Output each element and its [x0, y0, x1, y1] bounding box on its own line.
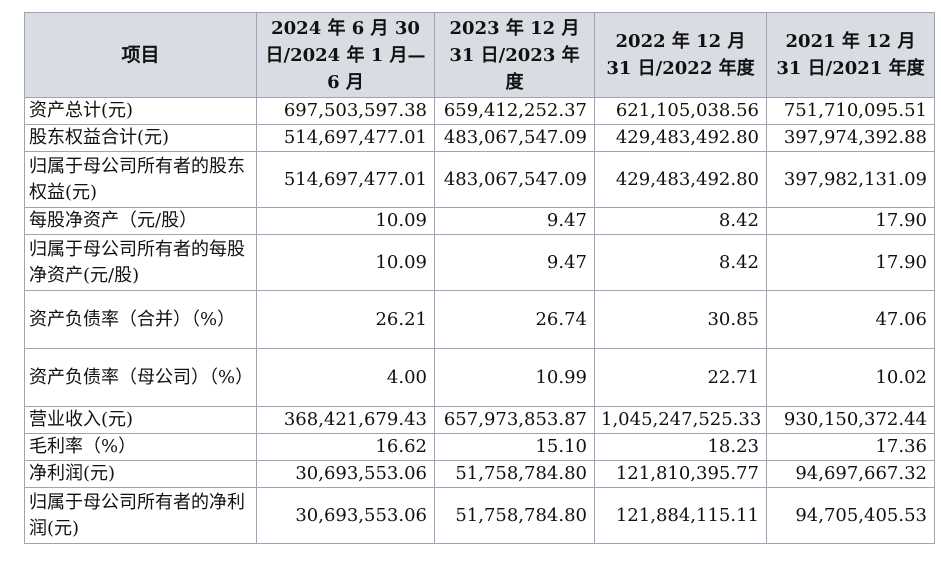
cell-value: 697,503,597.38 [256, 97, 435, 125]
cell-value: 121,884,115.11 [594, 487, 767, 544]
cell-value: 751,710,095.51 [766, 97, 935, 125]
header-2024h1: 2024 年 6 月 30 日/2024 年 1 月—6 月 [256, 12, 435, 98]
cell-value: 429,483,492.80 [594, 124, 767, 152]
table-row: 资产负债率（母公司）（%） 4.00 10.99 22.71 10.02 [24, 348, 935, 407]
table-row: 归属于母公司所有者的净利润(元) 30,693,553.06 51,758,78… [24, 487, 935, 544]
row-label: 净利润(元) [24, 460, 257, 488]
cell-value: 30,693,553.06 [256, 487, 435, 544]
cell-value: 930,150,372.44 [766, 406, 935, 434]
table-row: 股东权益合计(元) 514,697,477.01 483,067,547.09 … [24, 124, 935, 152]
cell-value: 621,105,038.56 [594, 97, 767, 125]
cell-value: 10.99 [434, 348, 595, 407]
cell-value: 10.09 [256, 207, 435, 235]
header-2023: 2023 年 12 月 31 日/2023 年度 [434, 12, 595, 98]
row-label: 营业收入(元) [24, 406, 257, 434]
row-label: 归属于母公司所有者的股东权益(元) [24, 151, 257, 208]
table-row: 资产负债率（合并）（%） 26.21 26.74 30.85 47.06 [24, 290, 935, 349]
cell-value: 659,412,252.37 [434, 97, 595, 125]
cell-value: 94,697,667.32 [766, 460, 935, 488]
financial-data-table: 项目 2024 年 6 月 30 日/2024 年 1 月—6 月 2023 年… [24, 12, 935, 544]
row-label: 资产负债率（母公司）（%） [24, 348, 257, 407]
cell-value: 429,483,492.80 [594, 151, 767, 208]
row-label: 毛利率（%） [24, 433, 257, 461]
header-2021: 2021 年 12 月 31 日/2021 年度 [766, 12, 935, 98]
table-row: 每股净资产（元/股） 10.09 9.47 8.42 17.90 [24, 207, 935, 235]
table-row: 营业收入(元) 368,421,679.43 657,973,853.87 1,… [24, 406, 935, 434]
header-2022: 2022 年 12 月 31 日/2022 年度 [594, 12, 767, 98]
cell-value: 121,810,395.77 [594, 460, 767, 488]
cell-value: 16.62 [256, 433, 435, 461]
cell-value: 17.90 [766, 207, 935, 235]
row-label: 归属于母公司所有者的每股净资产(元/股) [24, 234, 257, 291]
cell-value: 9.47 [434, 234, 595, 291]
cell-value: 4.00 [256, 348, 435, 407]
cell-value: 94,705,405.53 [766, 487, 935, 544]
table-row: 归属于母公司所有者的每股净资产(元/股) 10.09 9.47 8.42 17.… [24, 234, 935, 291]
cell-value: 8.42 [594, 207, 767, 235]
cell-value: 51,758,784.80 [434, 487, 595, 544]
cell-value: 397,974,392.88 [766, 124, 935, 152]
table-row: 资产总计(元) 697,503,597.38 659,412,252.37 62… [24, 97, 935, 125]
table-row: 毛利率（%） 16.62 15.10 18.23 17.36 [24, 433, 935, 461]
cell-value: 9.47 [434, 207, 595, 235]
cell-value: 10.02 [766, 348, 935, 407]
cell-value: 30.85 [594, 290, 767, 349]
cell-value: 483,067,547.09 [434, 124, 595, 152]
cell-value: 397,982,131.09 [766, 151, 935, 208]
cell-value: 47.06 [766, 290, 935, 349]
cell-value: 657,973,853.87 [434, 406, 595, 434]
cell-value: 17.90 [766, 234, 935, 291]
cell-value: 1,045,247,525.33 [594, 406, 767, 434]
row-label: 资产总计(元) [24, 97, 257, 125]
cell-value: 22.71 [594, 348, 767, 407]
cell-value: 51,758,784.80 [434, 460, 595, 488]
cell-value: 26.74 [434, 290, 595, 349]
row-label: 股东权益合计(元) [24, 124, 257, 152]
cell-value: 26.21 [256, 290, 435, 349]
cell-value: 18.23 [594, 433, 767, 461]
cell-value: 30,693,553.06 [256, 460, 435, 488]
cell-value: 514,697,477.01 [256, 124, 435, 152]
cell-value: 15.10 [434, 433, 595, 461]
cell-value: 514,697,477.01 [256, 151, 435, 208]
cell-value: 17.36 [766, 433, 935, 461]
cell-value: 8.42 [594, 234, 767, 291]
cell-value: 483,067,547.09 [434, 151, 595, 208]
table-row: 净利润(元) 30,693,553.06 51,758,784.80 121,8… [24, 460, 935, 488]
header-row: 项目 2024 年 6 月 30 日/2024 年 1 月—6 月 2023 年… [24, 12, 935, 98]
table-row: 归属于母公司所有者的股东权益(元) 514,697,477.01 483,067… [24, 151, 935, 208]
row-label: 归属于母公司所有者的净利润(元) [24, 487, 257, 544]
cell-value: 10.09 [256, 234, 435, 291]
row-label: 每股净资产（元/股） [24, 207, 257, 235]
row-label: 资产负债率（合并）（%） [24, 290, 257, 349]
header-item: 项目 [24, 12, 257, 98]
cell-value: 368,421,679.43 [256, 406, 435, 434]
